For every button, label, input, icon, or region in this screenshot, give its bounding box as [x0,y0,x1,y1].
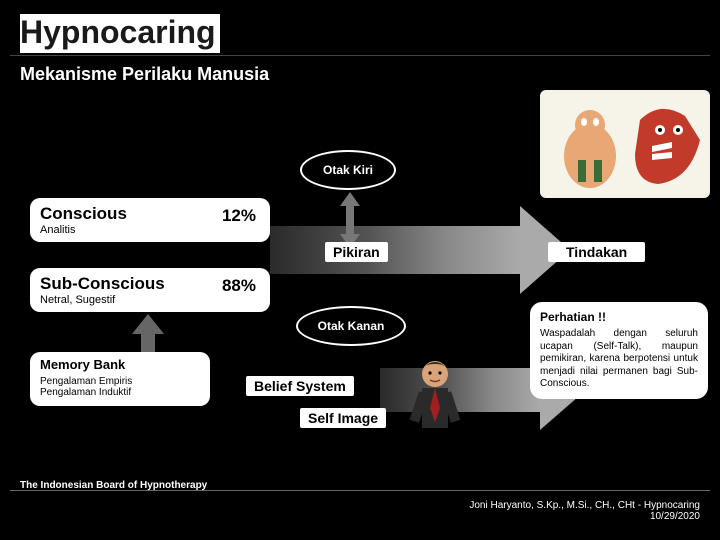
bubble-otak-kanan-label: Otak Kanan [318,319,385,333]
memory-bank-sub2: Pengalaman Induktif [40,387,200,398]
footer-credit: Joni Haryanto, S.Kp., M.Si., CH., CHt - … [469,500,700,522]
page-title: Hypnocaring [20,14,220,53]
bubble-otak-kiri: Otak Kiri [300,150,396,190]
label-pikiran: Pikiran [325,242,388,262]
arrow-pikiran-tindakan [270,220,570,280]
cartoon-illustration [540,90,710,198]
label-self-image: Self Image [300,408,386,428]
memory-bank-label: Memory Bank [40,357,200,372]
box-memory-bank: Memory Bank Pengalaman Empiris Pengalama… [30,352,210,406]
footer-date: 10/29/2020 [469,511,700,522]
footer-credit-text: Joni Haryanto, S.Kp., M.Si., CH., CHt - … [469,500,700,511]
person-illustration [400,352,470,442]
bubble-otak-kiri-label: Otak Kiri [323,163,373,177]
conscious-pct: 12% [222,206,256,226]
warning-title: Perhatian !! [540,310,698,324]
footer-org: The Indonesian Board of Hypnotherapy [20,480,207,491]
box-conscious: Conscious Analitis 12% [30,198,270,242]
label-belief-system: Belief System [246,376,354,396]
label-tindakan: Tindakan [548,242,645,262]
title-underline [10,54,710,56]
memory-bank-sub1: Pengalaman Empiris [40,376,200,387]
warning-body: Waspadalah dengan seluruh ucapan (Self-T… [540,328,698,391]
bubble-otak-kanan: Otak Kanan [296,306,406,346]
warning-box: Perhatian !! Waspadalah dengan seluruh u… [530,302,708,399]
page-subtitle: Mekanisme Perilaku Manusia [20,64,269,85]
subconscious-pct: 88% [222,276,256,296]
box-subconscious: Sub-Conscious Netral, Sugestif 88% [30,268,270,312]
arrow-vertical-twoway [330,192,370,248]
